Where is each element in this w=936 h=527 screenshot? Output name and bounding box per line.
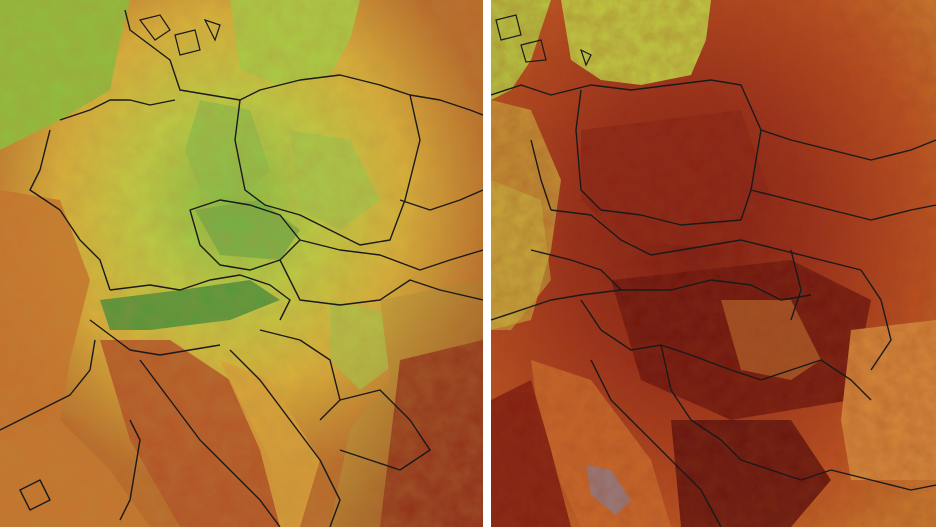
country-borders-right bbox=[491, 79, 936, 527]
country-borders-left bbox=[0, 9, 483, 527]
texture-right bbox=[491, 0, 936, 527]
panel-divider bbox=[483, 0, 491, 527]
temperature-map-right bbox=[491, 0, 936, 527]
texture-left bbox=[0, 0, 483, 527]
denmark-islands-left bbox=[138, 14, 221, 56]
map-panel-right bbox=[491, 0, 936, 527]
temperature-map-left bbox=[0, 0, 483, 527]
denmark-islands-right bbox=[495, 14, 592, 67]
map-panel-left bbox=[0, 0, 483, 527]
